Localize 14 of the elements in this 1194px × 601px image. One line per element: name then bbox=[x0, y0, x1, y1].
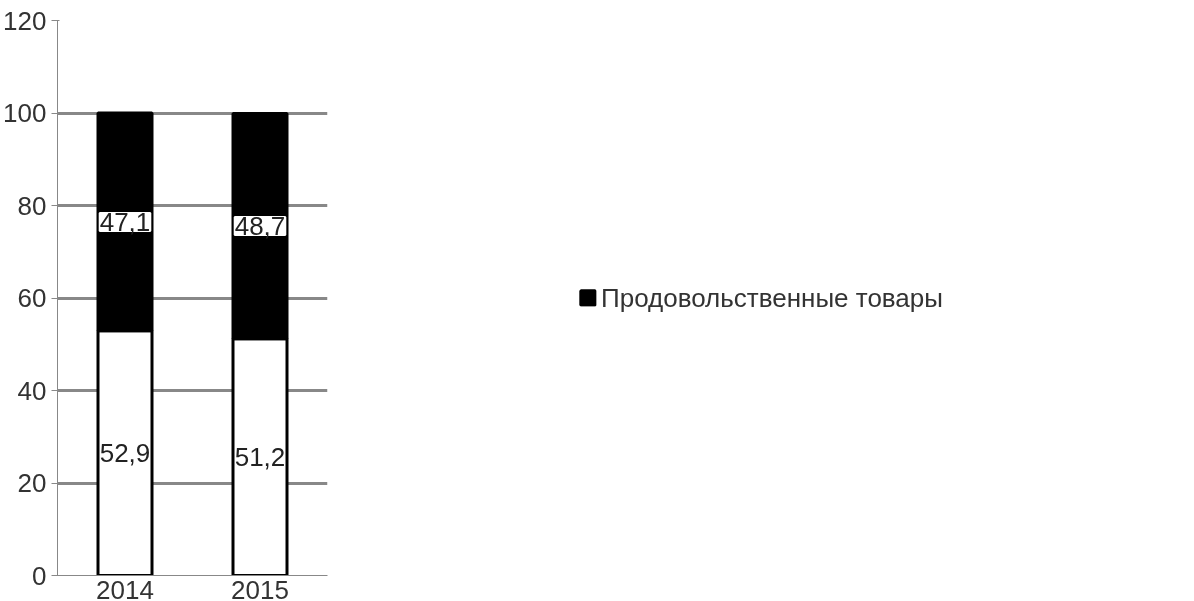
data-label: 48,7 bbox=[234, 211, 286, 242]
y-tick-label: 80 bbox=[17, 190, 47, 221]
x-tick-label: 2015 bbox=[231, 574, 289, 601]
x-tick-label: 2014 bbox=[96, 574, 154, 601]
y-tick-label: 120 bbox=[3, 5, 47, 36]
legend-label: Продовольственные товары bbox=[601, 282, 943, 313]
y-tick-label: 40 bbox=[17, 375, 47, 406]
data-label: 47,1 bbox=[99, 206, 151, 237]
y-tick-label: 60 bbox=[17, 283, 47, 313]
data-label: 52,9 bbox=[99, 438, 151, 469]
data-label: 51,2 bbox=[234, 442, 286, 473]
y-tick-label: 100 bbox=[3, 98, 47, 128]
y-tick-label: 20 bbox=[17, 468, 47, 498]
y-tick-label: 0 bbox=[32, 560, 47, 591]
